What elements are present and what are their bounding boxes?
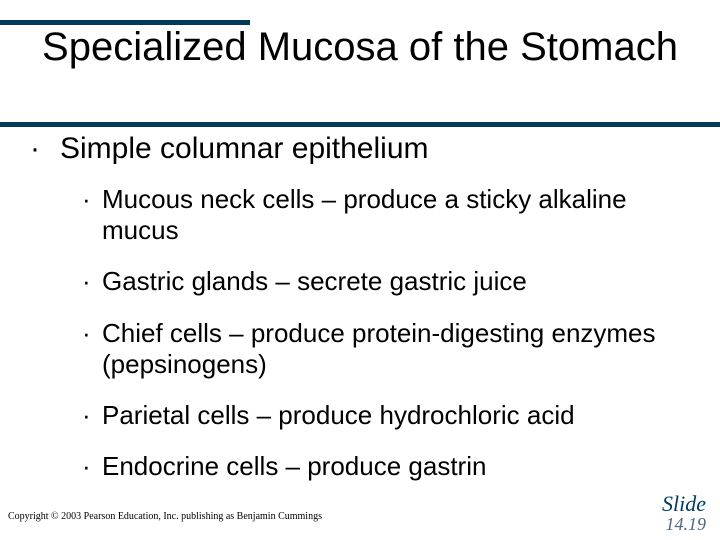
- bullet-text: Chief cells – produce protein-digesting …: [102, 318, 690, 380]
- copyright-text: Copyright © 2003 Pearson Education, Inc.…: [8, 511, 322, 522]
- bullet-glyph: ·: [30, 132, 60, 166]
- slide-page: 14.19: [662, 515, 706, 534]
- bullet-glyph: ·: [82, 451, 102, 482]
- bullet-level2: · Mucous neck cells – produce a sticky a…: [82, 184, 690, 246]
- slide-number: Slide 14.19: [662, 492, 706, 534]
- bullet-glyph: ·: [82, 318, 102, 380]
- bullet-level2: · Gastric glands – secrete gastric juice: [82, 266, 690, 297]
- bullet-text: Gastric glands – secrete gastric juice: [102, 266, 527, 297]
- bullet-level1: · Simple columnar epithelium: [30, 132, 690, 166]
- bullet-glyph: ·: [82, 266, 102, 297]
- bullet-level2: · Parietal cells – produce hydrochloric …: [82, 400, 690, 431]
- bullet-text: Simple columnar epithelium: [60, 132, 429, 166]
- bullet-text: Parietal cells – produce hydrochloric ac…: [102, 400, 575, 431]
- bullet-text: Endocrine cells – produce gastrin: [102, 451, 486, 482]
- slide-label: Slide: [662, 492, 706, 515]
- bullet-level2: · Endocrine cells – produce gastrin: [82, 451, 690, 482]
- bullet-text: Mucous neck cells – produce a sticky alk…: [102, 184, 690, 246]
- slide-title: Specialized Mucosa of the Stomach: [0, 24, 720, 70]
- bullet-level2: · Chief cells – produce protein-digestin…: [82, 318, 690, 380]
- header-rule-bottom: [0, 122, 720, 127]
- bullet-glyph: ·: [82, 184, 102, 246]
- content-area: · Simple columnar epithelium · Mucous ne…: [30, 132, 690, 502]
- bullet-glyph: ·: [82, 400, 102, 431]
